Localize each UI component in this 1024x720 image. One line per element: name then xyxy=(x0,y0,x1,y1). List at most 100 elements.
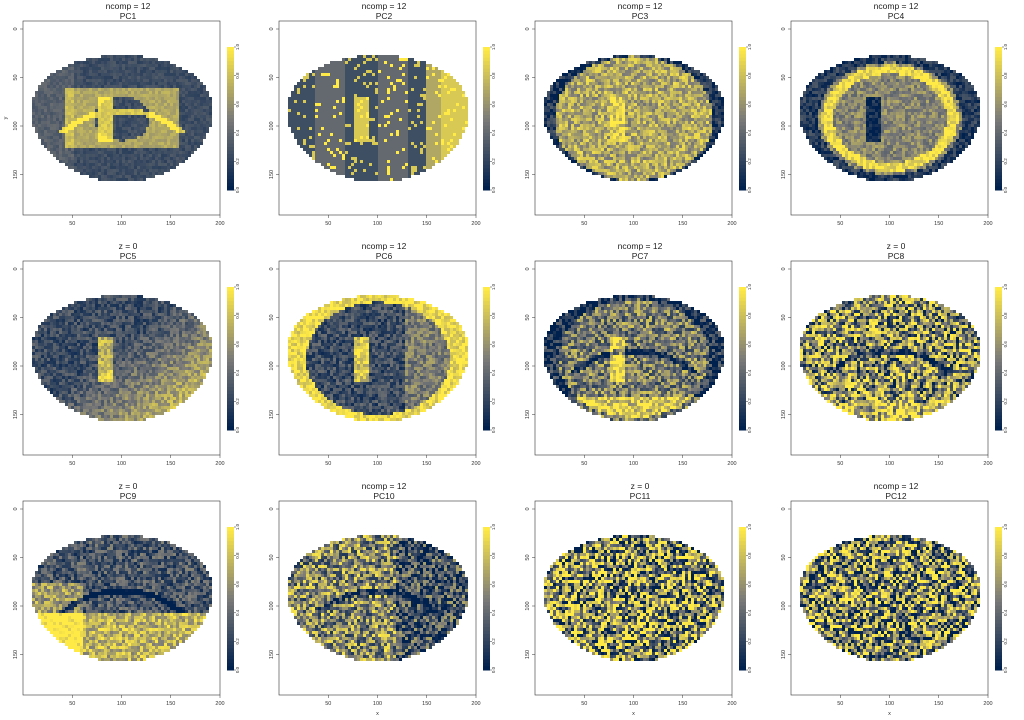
heat-cell xyxy=(339,109,342,112)
heat-cell xyxy=(369,97,372,100)
heat-cell xyxy=(342,85,345,88)
heat-cell xyxy=(32,121,35,124)
heat-cell xyxy=(56,115,59,118)
heat-cell xyxy=(679,94,682,97)
heat-cell xyxy=(459,127,462,130)
heat-cell xyxy=(206,94,209,97)
heat-cell xyxy=(62,139,65,142)
heat-cell xyxy=(646,88,649,91)
heat-cell xyxy=(200,115,203,118)
heat-cell xyxy=(86,127,89,130)
heat-cell xyxy=(119,103,122,106)
heat-cell xyxy=(387,79,390,82)
heat-cell xyxy=(134,109,137,112)
heat-cell xyxy=(324,142,327,145)
heat-cell xyxy=(167,112,170,115)
heat-cell xyxy=(577,100,580,103)
heat-cell xyxy=(143,178,146,181)
heat-cell xyxy=(176,121,179,124)
heat-cell xyxy=(342,88,345,91)
heat-cell xyxy=(342,61,345,64)
heat-cell xyxy=(405,79,408,82)
heat-cell xyxy=(426,121,429,124)
heat-cell xyxy=(372,100,375,103)
heat-cell xyxy=(381,154,384,157)
heat-cell xyxy=(321,67,324,70)
heat-cell xyxy=(414,142,417,145)
heat-cell xyxy=(74,82,77,85)
heat-cell xyxy=(387,148,390,151)
heat-cell xyxy=(438,73,441,76)
heat-cell xyxy=(200,88,203,91)
heat-cell xyxy=(137,67,140,70)
heat-cell xyxy=(291,97,294,100)
heat-cell xyxy=(580,91,583,94)
heat-cell xyxy=(62,100,65,103)
heat-cell xyxy=(405,91,408,94)
heat-cell xyxy=(583,100,586,103)
heat-cell xyxy=(209,121,212,124)
colorbar-step xyxy=(227,172,234,177)
heat-cell xyxy=(718,103,721,106)
heat-cell xyxy=(586,79,589,82)
heat-cell xyxy=(646,67,649,70)
colorbar-step xyxy=(227,107,234,112)
heat-cell xyxy=(553,85,556,88)
heat-cell xyxy=(354,94,357,97)
heat-cell xyxy=(369,166,372,169)
heat-cell xyxy=(62,151,65,154)
heat-cell xyxy=(321,97,324,100)
heat-cell xyxy=(110,121,113,124)
heat-cell xyxy=(116,70,119,73)
heat-cell xyxy=(113,163,116,166)
heat-cell xyxy=(95,115,98,118)
heat-cell xyxy=(47,112,50,115)
heat-cell xyxy=(568,76,571,79)
heat-cell xyxy=(209,103,212,106)
heat-cell xyxy=(357,142,360,145)
heat-cell xyxy=(134,79,137,82)
heat-cell xyxy=(697,94,700,97)
heat-cell xyxy=(131,172,134,175)
heat-cell xyxy=(104,97,107,100)
heat-cell xyxy=(336,169,339,172)
heat-cell xyxy=(405,136,408,139)
heat-cell xyxy=(342,133,345,136)
heat-cell xyxy=(426,136,429,139)
heat-cell xyxy=(41,88,44,91)
heat-cell xyxy=(381,55,384,58)
heat-cell xyxy=(194,100,197,103)
heat-cell xyxy=(655,79,658,82)
heat-cell xyxy=(122,58,125,61)
heat-cell xyxy=(423,127,426,130)
heat-cell xyxy=(176,160,179,163)
heat-cell xyxy=(74,136,77,139)
heat-cell xyxy=(658,73,661,76)
heat-cell xyxy=(110,73,113,76)
heat-cell xyxy=(146,148,149,151)
heat-cell xyxy=(366,55,369,58)
heat-cell xyxy=(300,82,303,85)
heat-cell xyxy=(125,157,128,160)
heat-cell xyxy=(83,139,86,142)
heat-cell xyxy=(679,73,682,76)
heat-cell xyxy=(140,61,143,64)
heat-cell xyxy=(613,88,616,91)
heat-cell xyxy=(194,142,197,145)
heat-cell xyxy=(607,61,610,64)
heat-cell xyxy=(453,79,456,82)
heat-cell xyxy=(676,61,679,64)
heat-cell xyxy=(375,67,378,70)
heat-cell xyxy=(429,109,432,112)
colorbar-step xyxy=(227,57,234,62)
heat-cell xyxy=(330,70,333,73)
heat-cell xyxy=(116,127,119,130)
heat-cell xyxy=(580,70,583,73)
heat-cell xyxy=(116,133,119,136)
heat-cell xyxy=(146,160,149,163)
heat-cell xyxy=(387,130,390,133)
heat-cell xyxy=(417,133,420,136)
heat-cell xyxy=(622,64,625,67)
heat-cell xyxy=(631,58,634,61)
heat-cell xyxy=(179,142,182,145)
